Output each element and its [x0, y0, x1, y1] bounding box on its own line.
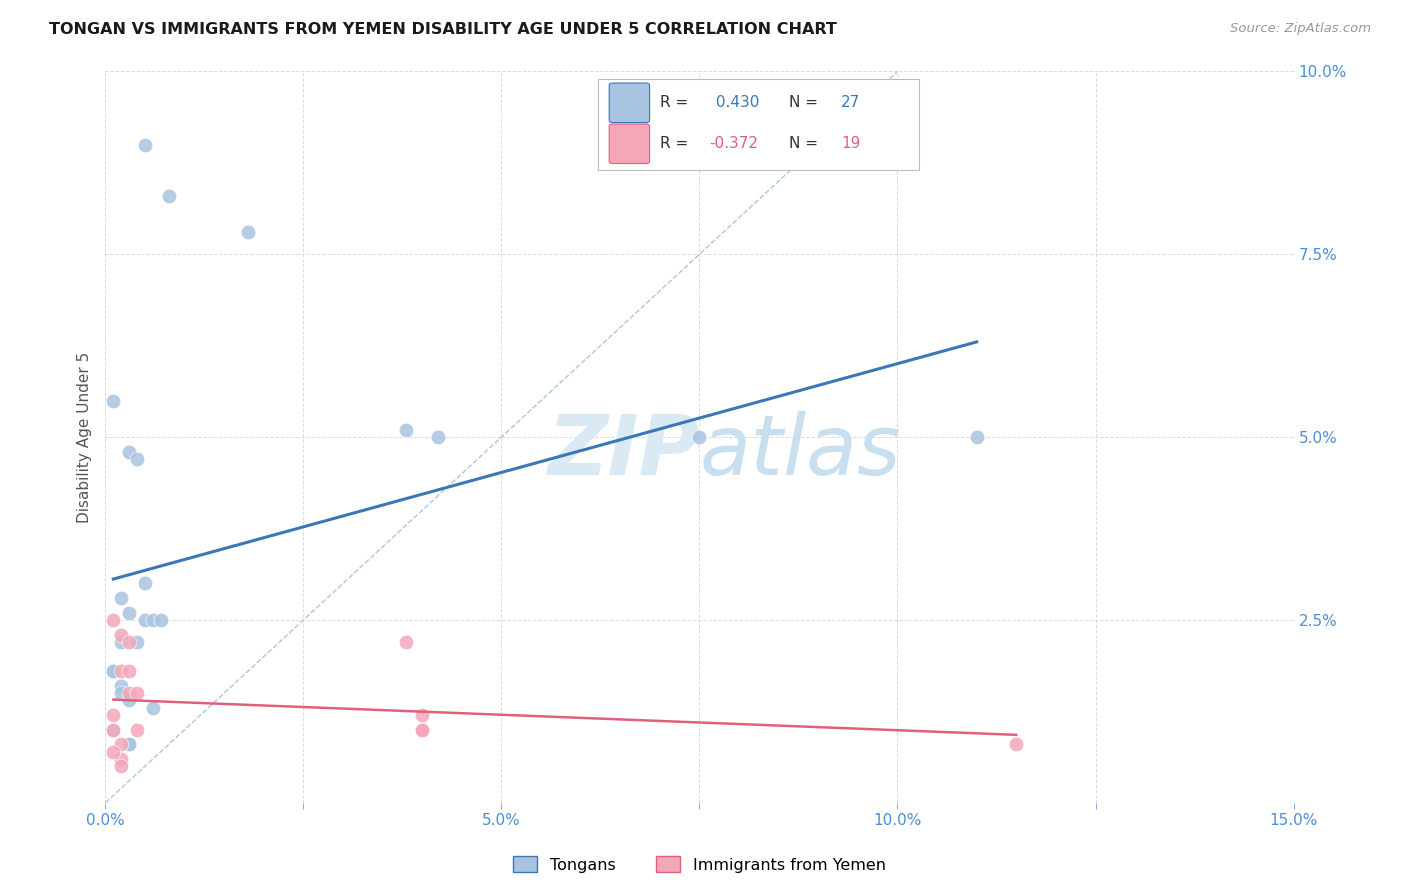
Text: 0.430: 0.430 [711, 95, 759, 111]
Point [118, 686, 141, 700]
Point [103, 745, 125, 759]
Point [110, 759, 132, 773]
Text: atlas: atlas [700, 411, 901, 492]
Point [118, 737, 141, 751]
Point [103, 664, 125, 678]
Point [110, 627, 132, 641]
Point [966, 430, 988, 444]
Point [689, 430, 711, 444]
Point [411, 723, 433, 737]
FancyBboxPatch shape [599, 78, 920, 170]
Point [427, 430, 450, 444]
Point [395, 423, 418, 437]
Point [103, 664, 125, 678]
Point [110, 686, 132, 700]
FancyBboxPatch shape [609, 124, 650, 163]
Point [127, 723, 149, 737]
Point [103, 708, 125, 723]
Point [127, 686, 149, 700]
Text: -0.372: -0.372 [709, 136, 758, 152]
Point [103, 723, 125, 737]
Point [118, 606, 141, 620]
Point [110, 635, 132, 649]
Point [142, 613, 165, 627]
Point [118, 693, 141, 707]
Point [103, 613, 125, 627]
Text: R =: R = [661, 95, 693, 111]
Legend: Tongans, Immigrants from Yemen: Tongans, Immigrants from Yemen [508, 849, 891, 879]
Text: Source: ZipAtlas.com: Source: ZipAtlas.com [1230, 22, 1371, 36]
Y-axis label: Disability Age Under 5: Disability Age Under 5 [77, 351, 93, 523]
Point [127, 635, 149, 649]
Point [110, 664, 132, 678]
Point [103, 723, 125, 737]
Point [118, 444, 141, 458]
Point [411, 723, 433, 737]
Text: N =: N = [789, 95, 823, 111]
Point [127, 452, 149, 467]
Point [118, 635, 141, 649]
Text: 27: 27 [841, 95, 860, 111]
Point [1005, 737, 1028, 751]
Text: ZIP: ZIP [547, 411, 700, 492]
FancyBboxPatch shape [609, 83, 650, 122]
Text: 19: 19 [841, 136, 860, 152]
Point [110, 752, 132, 766]
Text: R =: R = [661, 136, 693, 152]
Point [157, 188, 180, 202]
Point [103, 393, 125, 408]
Point [236, 225, 259, 239]
Point [149, 613, 172, 627]
Point [395, 635, 418, 649]
Point [134, 613, 156, 627]
Point [110, 591, 132, 605]
Text: TONGAN VS IMMIGRANTS FROM YEMEN DISABILITY AGE UNDER 5 CORRELATION CHART: TONGAN VS IMMIGRANTS FROM YEMEN DISABILI… [49, 22, 837, 37]
Point [134, 576, 156, 591]
Point [118, 737, 141, 751]
Point [142, 700, 165, 714]
Text: N =: N = [789, 136, 823, 152]
Point [118, 664, 141, 678]
Point [110, 737, 132, 751]
Point [134, 137, 156, 152]
Point [110, 679, 132, 693]
Point [411, 708, 433, 723]
